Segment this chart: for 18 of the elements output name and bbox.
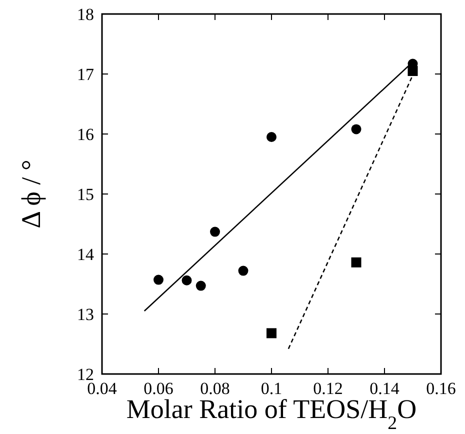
y-axis-title: Δ ϕ / ° — [16, 160, 46, 228]
y-tick-label: 14 — [77, 244, 94, 264]
y-tick-label: 13 — [77, 304, 94, 324]
point — [266, 328, 276, 338]
point — [351, 124, 362, 134]
point — [210, 226, 220, 237]
point — [238, 266, 248, 276]
y-tick-label: 16 — [77, 124, 94, 144]
y-tick-label: 15 — [77, 184, 94, 204]
x-tick-label: 0.16 — [426, 379, 456, 398]
point — [351, 257, 362, 268]
y-tick-label: 18 — [77, 4, 94, 24]
y-tick-label: 17 — [77, 64, 94, 84]
point — [182, 275, 192, 286]
point — [196, 280, 206, 291]
point — [154, 274, 164, 285]
point — [408, 66, 418, 76]
point — [266, 132, 276, 142]
